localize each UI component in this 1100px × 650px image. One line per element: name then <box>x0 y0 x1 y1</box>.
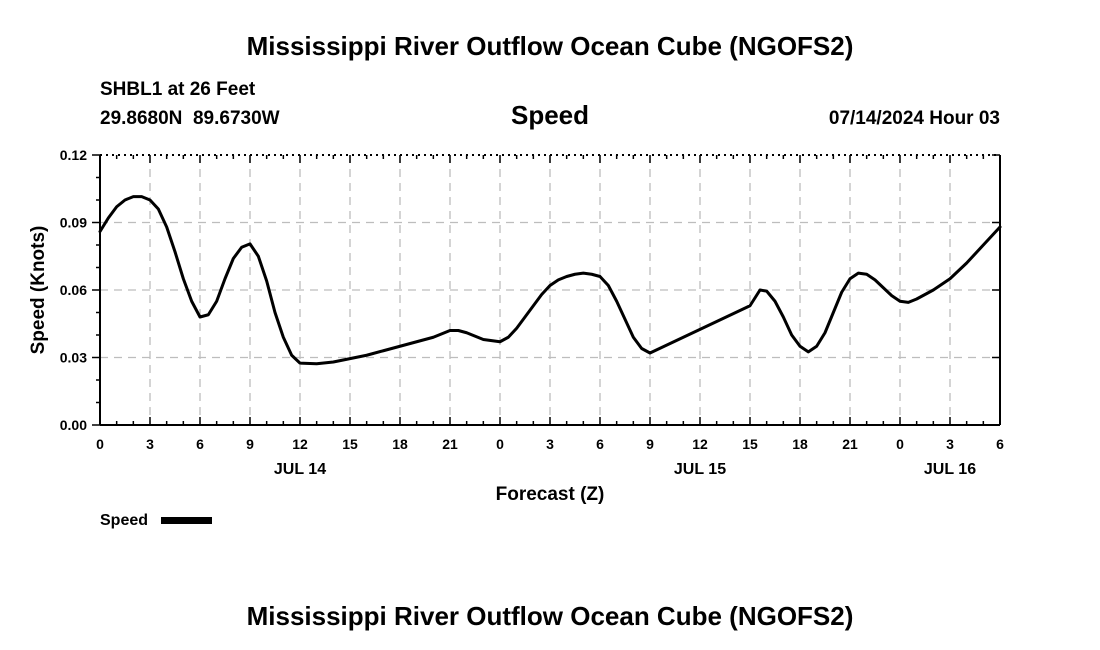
y-tick-label: 0.09 <box>60 215 87 231</box>
x-tick-label: 21 <box>442 436 458 452</box>
legend: Speed <box>100 512 212 529</box>
chart-title: Speed <box>511 100 589 130</box>
legend-label: Speed <box>100 512 148 529</box>
x-tick-label: 0 <box>896 436 904 452</box>
axis-ticks <box>92 154 1001 426</box>
x-tick-label: 6 <box>996 436 1004 452</box>
y-tick-label: 0.03 <box>60 350 87 366</box>
y-tick-label: 0.12 <box>60 147 87 163</box>
x-tick-label: 12 <box>692 436 708 452</box>
x-tick-label: 0 <box>96 436 104 452</box>
x-tick-label: 3 <box>146 436 154 452</box>
x-tick-label: 6 <box>596 436 604 452</box>
speed-series-line <box>98 195 1002 366</box>
x-tick-label: 0 <box>496 436 504 452</box>
x-tick-label: 9 <box>646 436 654 452</box>
grid-lines <box>100 155 1000 425</box>
y-tick-label: 0.06 <box>60 282 87 298</box>
date-label: JUL 16 <box>924 461 976 478</box>
footer-title: Mississippi River Outflow Ocean Cube (NG… <box>247 601 854 631</box>
x-tick-label: 3 <box>946 436 954 452</box>
y-axis-label: Speed (Knots) <box>28 226 49 355</box>
x-tick-label: 9 <box>246 436 254 452</box>
x-tick-label: 12 <box>292 436 308 452</box>
x-tick-label: 6 <box>196 436 204 452</box>
x-tick-label: 21 <box>842 436 858 452</box>
legend-swatch <box>161 517 212 524</box>
date-label: JUL 15 <box>674 461 726 478</box>
date-label: JUL 14 <box>274 461 326 478</box>
x-axis-label: Forecast (Z) <box>496 484 605 505</box>
station-name: SHBL1 at 26 Feet <box>100 79 256 100</box>
series-layer <box>98 195 1002 366</box>
forecast-timestamp: 07/14/2024 Hour 03 <box>829 108 1000 129</box>
x-tick-label: 3 <box>546 436 554 452</box>
x-tick-label: 18 <box>792 436 808 452</box>
x-tick-label: 15 <box>742 436 758 452</box>
page-title: Mississippi River Outflow Ocean Cube (NG… <box>247 31 854 61</box>
y-tick-label: 0.00 <box>60 417 87 433</box>
station-coordinates: 29.8680N 89.6730W <box>100 108 280 129</box>
x-tick-label: 18 <box>392 436 408 452</box>
x-tick-label: 15 <box>342 436 358 452</box>
